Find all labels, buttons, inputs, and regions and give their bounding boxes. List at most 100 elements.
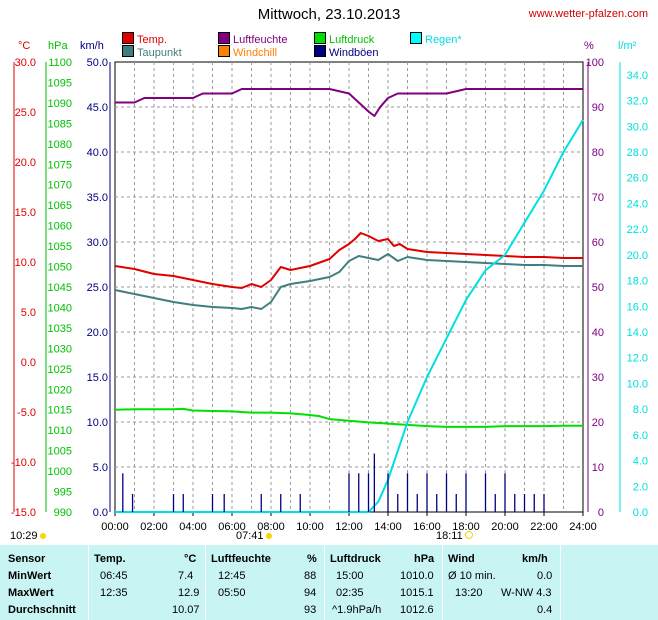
pressure-tick-label: 1100: [48, 57, 72, 69]
pressure-tick-label: 1010: [48, 425, 72, 437]
x-tick-label: 16:00: [413, 521, 441, 533]
rain-tick-label: 30.0: [627, 121, 648, 133]
stats-header-temp-unit: °C: [184, 553, 197, 565]
wind-tick-label: 0.0: [93, 507, 108, 519]
wind-tick-label: 20.0: [87, 327, 108, 339]
temp-tick-label: 30.0: [15, 57, 36, 69]
temp-tick-label: 15.0: [15, 207, 36, 219]
wind-tick-label: 35.0: [87, 192, 108, 204]
rain-tick-label: 16.0: [627, 301, 648, 313]
stats-min-label: MinWert: [8, 570, 52, 582]
x-tick-label: 00:00: [101, 521, 129, 533]
pressure-tick-label: 1030: [48, 343, 72, 355]
pressure-tick-label: 1085: [48, 118, 72, 130]
stats-divider: [442, 544, 443, 620]
unit-pressure: hPa: [48, 40, 68, 52]
pressure-tick-label: 1060: [48, 221, 72, 233]
stats-min-press-time: 15:00: [336, 570, 364, 582]
x-tick-label: 20:00: [491, 521, 519, 533]
series-line-luftdruck: [114, 407, 583, 428]
stats-divider: [560, 544, 561, 620]
wind-tick-label: 25.0: [87, 282, 108, 294]
humidity-tick-label: 30: [592, 372, 604, 384]
unit-temp: °C: [18, 40, 31, 52]
stats-max-temp: 12.9: [178, 587, 200, 599]
x-tick-label: 02:00: [140, 521, 168, 533]
humidity-tick-label: 0: [598, 507, 604, 519]
stats-max-wind-time: 13:20: [455, 587, 483, 599]
wind-tick-label: 50.0: [87, 57, 108, 69]
x-tick-label: 08:00: [257, 521, 285, 533]
grid-lines: [115, 62, 583, 512]
stats-header-wind-unit: km/h: [522, 553, 548, 565]
humidity-tick-label: 40: [592, 327, 604, 339]
stats-header-pressure-unit: hPa: [414, 553, 435, 565]
stats-avg-press-trend: ^1.9hPa/h: [332, 604, 382, 616]
pressure-tick-label: 995: [54, 487, 72, 499]
sunrise-time: 07:41: [236, 530, 264, 542]
sunrise-marker: 07:41: [236, 530, 272, 542]
series-line-regen: [115, 119, 584, 513]
stats-min-hum: 88: [304, 570, 317, 582]
rain-tick-label: 10.0: [627, 378, 648, 390]
x-tick-label: 14:00: [374, 521, 402, 533]
stats-min-hum-time: 12:45: [218, 570, 246, 582]
legend-label: Temp.: [137, 34, 167, 46]
pressure-tick-label: 1065: [48, 200, 72, 212]
x-tick-label: 24:00: [569, 521, 597, 533]
rain-tick-label: 32.0: [627, 96, 648, 108]
stats-header-wind: Wind: [448, 553, 475, 565]
rain-tick-label: 28.0: [627, 147, 648, 159]
stats-divider: [324, 544, 325, 620]
stats-divider: [205, 544, 206, 620]
unit-humidity: %: [584, 40, 594, 52]
rain-tick-label: 22.0: [627, 224, 648, 236]
humidity-tick-label: 20: [592, 417, 604, 429]
pressure-tick-label: 1070: [48, 180, 72, 192]
pressure-tick-label: 1080: [48, 139, 72, 151]
stats-header-humidity-unit: %: [307, 553, 317, 565]
pressure-tick-label: 1045: [48, 282, 72, 294]
stats-header-humidity: Luftfeuchte: [211, 553, 271, 565]
temp-tick-label: 0.0: [21, 357, 36, 369]
stats-min-press: 1010.0: [400, 570, 434, 582]
series-line-luftfeuchte: [115, 88, 583, 117]
stats-avg-label: Durchschnitt: [8, 604, 76, 616]
stats-header-sensor: Sensor: [8, 553, 46, 565]
temp-tick-label: -15.0: [11, 507, 36, 519]
wind-tick-label: 15.0: [87, 372, 108, 384]
prev-time: 10:29: [10, 530, 38, 542]
series-line-taupunkt: [114, 253, 583, 310]
weather-chart: 00:00 02:00 04:00 06:00 08:00 10:00 12:00 14:00…: [11, 57, 648, 533]
site-link[interactable]: www.wetter-pfalzen.com: [528, 8, 648, 20]
stats-min-wind: 0.0: [537, 570, 553, 582]
rain-tick-label: 20.0: [627, 250, 648, 262]
pressure-tick-label: 1000: [48, 466, 72, 478]
legend-rain: Regen*: [410, 32, 462, 46]
pressure-tick-label: 1090: [48, 98, 72, 110]
legend-windchill: Windchill: [218, 45, 277, 59]
humidity-tick-label: 60: [592, 237, 604, 249]
rain-tick-label: 2.0: [633, 481, 648, 493]
wind-tick-label: 30.0: [87, 237, 108, 249]
rain-tick-label: 12.0: [627, 353, 648, 365]
legend-label: Windchill: [233, 47, 278, 59]
stats-avg-hum: 93: [304, 604, 317, 616]
rain-tick-label: 6.0: [633, 430, 648, 442]
stats-max-press: 1015.1: [400, 587, 434, 599]
x-tick-label: 12:00: [335, 521, 363, 533]
temp-tick-label: -5.0: [17, 407, 36, 419]
pressure-tick-label: 1055: [48, 241, 72, 253]
stats-border: [0, 544, 658, 545]
rain-tick-label: 4.0: [633, 456, 648, 468]
stats-header-temp: Temp.: [94, 553, 126, 565]
stats-header-pressure: Luftdruck: [330, 553, 381, 565]
temp-tick-label: 10.0: [15, 257, 36, 269]
stats-avg-wind: 0.4: [537, 604, 553, 616]
humidity-tick-label: 80: [592, 147, 604, 159]
stats-divider: [88, 544, 89, 620]
pressure-tick-label: 1025: [48, 364, 72, 376]
rain-tick-label: 18.0: [627, 276, 648, 288]
x-tick-label: 06:00: [218, 521, 246, 533]
legend-label: Regen*: [425, 34, 462, 46]
